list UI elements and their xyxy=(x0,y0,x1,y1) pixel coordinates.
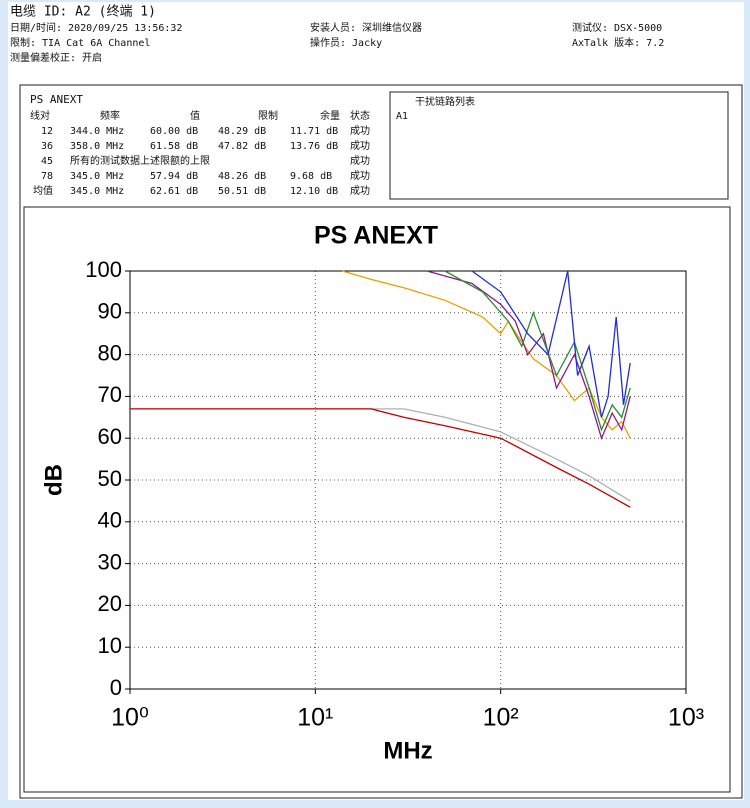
table-cell: 62.61 dB xyxy=(150,186,198,197)
table-cell: 345.0 MHz xyxy=(70,186,124,197)
table-cell: 78 xyxy=(41,171,53,182)
table-header: 值 xyxy=(190,109,200,122)
axtalk: AxTalk 版本: 7.2 xyxy=(572,36,664,49)
y-tick-label: 100 xyxy=(85,257,122,282)
table-cell: 11.71 dB xyxy=(290,126,338,137)
y-tick-label: 50 xyxy=(98,466,122,491)
table-header: 状态 xyxy=(350,109,370,122)
table-cell: 12 xyxy=(41,126,53,137)
data-line xyxy=(130,408,631,502)
x-tick-label: 10¹ xyxy=(297,704,333,732)
table-cell: 成功 xyxy=(350,185,370,197)
table-cell: 所有的测试数据上述限额的上限 xyxy=(70,154,210,167)
table-cell: 358.0 MHz xyxy=(70,141,124,152)
x-tick-label: 10² xyxy=(483,704,519,732)
plot-area xyxy=(129,270,687,690)
correction: 测量偏差校正: 开启 xyxy=(10,51,102,64)
disturber-box xyxy=(389,91,729,200)
table-header: 线对 xyxy=(30,109,50,122)
chart-title: PS ANEXT xyxy=(314,222,438,250)
y-tick-label: 60 xyxy=(98,424,122,449)
table-cell: 48.29 dB xyxy=(218,126,266,137)
y-tick-label: 0 xyxy=(110,675,122,700)
data-line xyxy=(130,408,631,508)
table-header: 频率 xyxy=(100,109,120,122)
limit: 限制: TIA Cat 6A Channel xyxy=(10,36,150,49)
x-tick-label: 10³ xyxy=(668,704,704,732)
table-cell: 均值 xyxy=(33,184,53,197)
x-axis-label: MHz xyxy=(383,737,432,764)
data-line xyxy=(342,270,631,439)
table-cell: 61.58 dB xyxy=(150,141,198,152)
y-tick-label: 70 xyxy=(98,382,122,407)
table-header: 限制 xyxy=(258,109,278,122)
table-cell: 48.26 dB xyxy=(218,171,266,182)
table-cell: 60.00 dB xyxy=(150,126,198,137)
table-cell: 50.51 dB xyxy=(218,186,266,197)
table-cell: 47.82 dB xyxy=(218,141,266,152)
cable-id: 电缆 ID: A2 (终端 1) xyxy=(10,4,156,20)
x-tick-label: 10⁰ xyxy=(111,704,149,732)
table-title: PS ANEXT xyxy=(30,93,83,106)
table-cell: 成功 xyxy=(350,170,370,182)
chart-frame xyxy=(23,206,731,793)
installer: 安装人员: 深圳维信仪器 xyxy=(310,21,422,34)
y-tick-label: 80 xyxy=(98,340,122,365)
y-axis-label: dB xyxy=(40,464,67,496)
table-cell: 13.76 dB xyxy=(290,141,338,152)
y-tick-label: 10 xyxy=(98,633,122,658)
table-cell: 成功 xyxy=(350,155,370,167)
y-tick-label: 20 xyxy=(98,591,122,616)
tester: 测试仪: DSX-5000 xyxy=(572,21,662,34)
datetime: 日期/时间: 2020/09/25 13:56:32 xyxy=(10,21,182,34)
data-line xyxy=(444,270,631,432)
table-cell: 344.0 MHz xyxy=(70,126,124,137)
table-cell: 9.68 dB xyxy=(290,171,332,182)
table-header: 余量 xyxy=(320,109,340,122)
data-line xyxy=(471,270,631,418)
table-cell: 成功 xyxy=(350,140,370,152)
disturber-item: A1 xyxy=(396,111,408,122)
table-cell: 12.10 dB xyxy=(290,186,338,197)
table-cell: 57.94 dB xyxy=(150,171,198,182)
table-cell: 45 xyxy=(41,156,53,167)
disturber-title: 干扰链路列表 xyxy=(415,95,475,108)
y-tick-label: 30 xyxy=(98,549,122,574)
data-line xyxy=(426,270,631,441)
y-tick-label: 40 xyxy=(98,508,122,533)
table-cell: 345.0 MHz xyxy=(70,171,124,182)
operator: 操作员: Jacky xyxy=(310,36,382,49)
y-tick-label: 90 xyxy=(98,299,122,324)
table-cell: 成功 xyxy=(350,125,370,137)
table-cell: 36 xyxy=(41,141,53,152)
